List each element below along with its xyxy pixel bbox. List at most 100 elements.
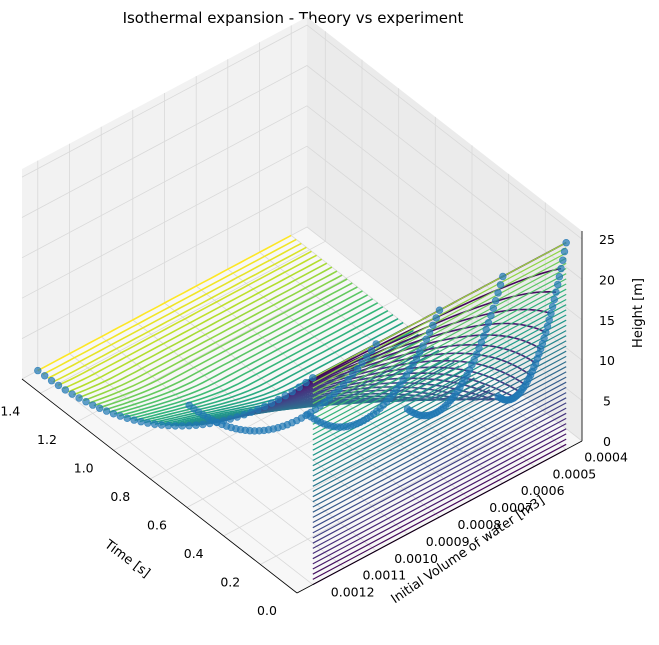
experiment-point [68, 390, 76, 398]
experiment-point [553, 280, 562, 289]
volume-axis-ticks: 0.0004 0.0005 0.0006 0.0007 0.0008 0.0009 0.00… [296, 440, 628, 600]
surface-time-curve [108, 290, 363, 413]
surface-time-curve [129, 306, 384, 420]
experiment-point [247, 408, 255, 416]
time-tick-label: 0.4 [184, 546, 204, 561]
time-tick-label: 1.4 [0, 403, 20, 418]
time-tick-label: 0.0 [257, 603, 277, 618]
experiment-point [552, 288, 560, 296]
surface-time-curve [42, 238, 297, 376]
height-tick-label: 5 [603, 394, 611, 409]
height-tick-label: 0 [603, 434, 611, 449]
surface-face-line [312, 407, 567, 544]
volume-tick-label: 0.0007 [489, 500, 533, 515]
experiment-point [95, 404, 104, 412]
experiment-point [199, 420, 207, 429]
experiment-point [226, 415, 235, 423]
experiment-point [219, 417, 228, 425]
experiment-point [240, 411, 248, 419]
experiment-point [34, 366, 42, 375]
surface-time-curve [37, 234, 292, 372]
surface-face-line [312, 386, 567, 524]
surface-face-line [312, 381, 567, 518]
surface-face-line [312, 293, 567, 431]
experiment-point [480, 332, 488, 340]
experiment-point [309, 374, 317, 382]
experiment-point [157, 421, 166, 429]
experiment-point [164, 421, 173, 430]
surface-time-curve [62, 254, 317, 390]
surface-face-line [312, 288, 567, 425]
surface-time-curve [134, 309, 389, 422]
surface-time-curve [144, 317, 399, 424]
surface-face-line [312, 417, 567, 555]
surface-time-curve [88, 274, 343, 404]
experiment-point [435, 306, 444, 314]
experiment-point [494, 393, 502, 401]
experiment-point [302, 378, 310, 387]
experiment-point [61, 386, 70, 394]
experiment-point [358, 359, 366, 367]
experiment-point [288, 387, 296, 396]
experiment-point [267, 399, 276, 407]
experiment-point [330, 390, 338, 398]
height-tick-label: 10 [599, 353, 615, 368]
surface-time-curve [98, 282, 353, 409]
experiment-point [559, 256, 567, 264]
time-axis-line [21, 378, 298, 594]
experiment-point [233, 413, 241, 421]
experiment-point [116, 412, 125, 420]
height-tick-label: 20 [599, 273, 615, 288]
height-tick-label: 15 [599, 313, 615, 328]
experiment-point [185, 401, 193, 409]
surface-face-line [312, 252, 567, 389]
experiment-point [403, 405, 412, 413]
surface-face-line [312, 423, 567, 560]
grid-line-height [21, 65, 583, 280]
experiment-point [557, 264, 565, 273]
volume-tick-label: 0.0005 [553, 466, 597, 481]
experiment-point [82, 398, 90, 406]
surface-face-line [312, 278, 567, 415]
surface-face-line [312, 267, 567, 405]
experiment-point [281, 392, 289, 400]
time-tick-label: 1.2 [37, 432, 57, 447]
experiment-point [363, 353, 371, 361]
surface-time-curve [78, 266, 333, 399]
experiment-points [34, 239, 570, 435]
experiment-point [185, 422, 193, 430]
surface-face-line [312, 392, 567, 529]
time-tick-label: 0.6 [147, 517, 167, 532]
surface-face-line [312, 376, 567, 513]
experiment-point [367, 346, 376, 355]
surface-face-line [312, 304, 567, 441]
experiment-point [325, 394, 334, 402]
experiment-point [555, 273, 564, 281]
volume-tick-label: 0.0009 [426, 534, 470, 549]
experiment-point [274, 395, 283, 404]
experiment-point [89, 401, 97, 409]
experiment-point [344, 375, 352, 384]
surface-face-line [312, 350, 567, 487]
surface-face-line [312, 355, 567, 493]
experiment-point [402, 371, 411, 379]
grid-line-height [21, 105, 583, 321]
volume-tick-label: 0.0011 [363, 568, 407, 583]
experiment-point [47, 377, 56, 385]
surface-time-curve [83, 270, 338, 402]
chart-title: Isothermal expansion - Theory vs experim… [123, 9, 464, 27]
theory-surface [37, 234, 567, 586]
experiment-point [295, 383, 303, 391]
volume-tick-label: 0.0012 [331, 585, 375, 600]
surface-time-curve [68, 258, 323, 393]
surface-face-line [312, 443, 567, 580]
experiment-point [422, 335, 430, 343]
experiment-point [487, 311, 495, 320]
surface-time-curve [149, 321, 404, 425]
experiment-point [548, 302, 557, 311]
surface-time-curve [113, 294, 368, 415]
surface-face-line [312, 298, 567, 436]
experiment-point [432, 314, 440, 322]
surface-time-curve [139, 313, 394, 423]
experiment-point [562, 239, 570, 247]
